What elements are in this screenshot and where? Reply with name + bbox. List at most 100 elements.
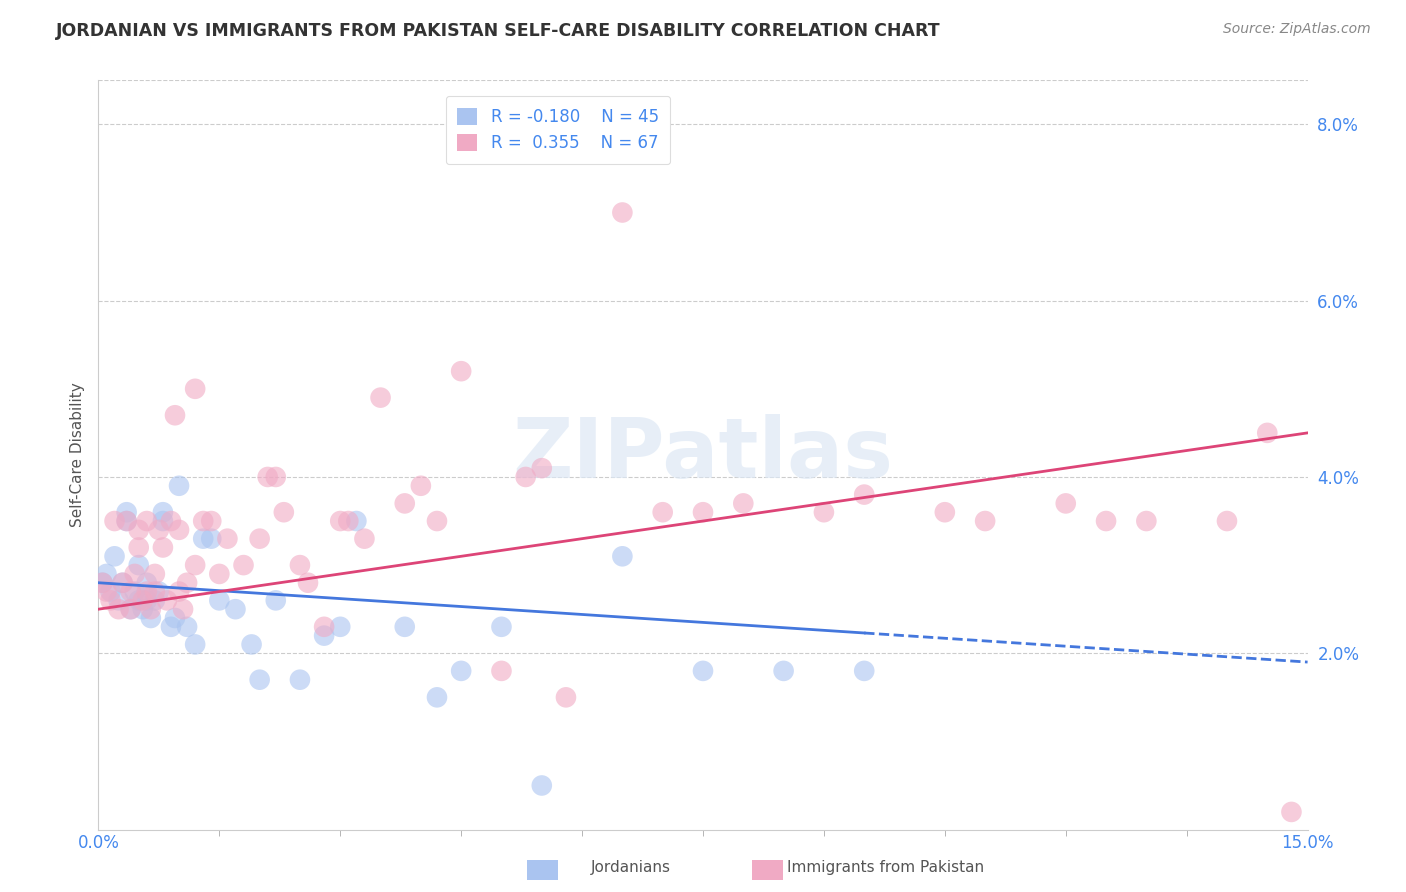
Point <box>1095 514 1118 528</box>
Text: Jordanians: Jordanians <box>591 861 671 875</box>
Point <box>100 584 122 599</box>
Point <box>409 479 432 493</box>
Point <box>143 566 166 581</box>
Point <box>297 575 319 590</box>
Point <box>139 602 162 616</box>
Text: ZIPatlas: ZIPatlas <box>513 415 893 495</box>
Point <box>128 541 150 555</box>
Point <box>152 505 174 519</box>
Point <box>264 470 287 484</box>
Point <box>107 602 129 616</box>
Point <box>934 505 956 519</box>
Point <box>329 514 352 528</box>
Point <box>135 593 157 607</box>
Point <box>148 584 170 599</box>
Point <box>193 532 215 546</box>
Point <box>491 664 513 678</box>
Point <box>256 470 278 484</box>
Point <box>115 505 138 519</box>
Point <box>853 487 876 501</box>
Point <box>450 364 472 378</box>
Point <box>426 690 449 705</box>
Point <box>692 505 714 519</box>
Point <box>733 496 755 510</box>
Y-axis label: Self-Care Disability: Self-Care Disability <box>69 383 84 527</box>
Point <box>167 523 190 537</box>
Point <box>249 673 271 687</box>
Point <box>394 496 416 510</box>
Point <box>813 505 835 519</box>
Point <box>224 602 246 616</box>
Point <box>772 664 794 678</box>
Point <box>120 602 142 616</box>
Point <box>853 664 876 678</box>
Point <box>184 637 207 651</box>
Point <box>152 541 174 555</box>
Point <box>515 470 537 484</box>
Point <box>128 558 150 573</box>
Point <box>139 611 162 625</box>
Point <box>128 593 150 607</box>
Point <box>160 514 183 528</box>
Point <box>450 664 472 678</box>
Point <box>167 584 190 599</box>
Point <box>163 409 186 423</box>
Point <box>200 532 222 546</box>
Point <box>124 566 146 581</box>
Point <box>103 514 125 528</box>
Point <box>96 566 118 581</box>
Point <box>100 593 122 607</box>
Point <box>132 602 155 616</box>
Point <box>208 566 231 581</box>
Point <box>394 620 416 634</box>
Point <box>314 629 336 643</box>
Point <box>288 673 311 687</box>
Point <box>91 575 114 590</box>
Point <box>1054 496 1077 510</box>
Point <box>217 532 239 546</box>
Point <box>1281 805 1303 819</box>
Point <box>91 575 114 590</box>
Point <box>491 620 513 634</box>
Point <box>200 514 222 528</box>
Point <box>530 779 553 793</box>
Point <box>353 532 375 546</box>
Point <box>193 514 215 528</box>
Point <box>160 620 183 634</box>
Point <box>184 382 207 396</box>
Point <box>249 532 271 546</box>
Point <box>128 523 150 537</box>
Point <box>120 584 142 599</box>
Point <box>135 514 157 528</box>
Point <box>143 593 166 607</box>
Point <box>167 479 190 493</box>
Point <box>111 575 134 590</box>
Point <box>143 584 166 599</box>
Point <box>148 523 170 537</box>
Point <box>172 602 194 616</box>
Point <box>135 575 157 590</box>
Point <box>555 690 578 705</box>
Point <box>176 575 198 590</box>
Point <box>974 514 997 528</box>
Point <box>337 514 360 528</box>
Point <box>124 584 146 599</box>
Point <box>107 593 129 607</box>
Point <box>232 558 254 573</box>
Point <box>208 593 231 607</box>
Point <box>152 514 174 528</box>
Text: Source: ZipAtlas.com: Source: ZipAtlas.com <box>1223 22 1371 37</box>
Point <box>264 593 287 607</box>
Point <box>240 637 263 651</box>
Point <box>115 514 138 528</box>
Point <box>612 549 634 564</box>
Point <box>1256 425 1278 440</box>
Point <box>530 461 553 475</box>
Point <box>135 584 157 599</box>
Point <box>120 602 142 616</box>
Point <box>156 593 179 607</box>
Point <box>176 620 198 634</box>
Point <box>370 391 392 405</box>
Point <box>111 575 134 590</box>
Point <box>1135 514 1157 528</box>
